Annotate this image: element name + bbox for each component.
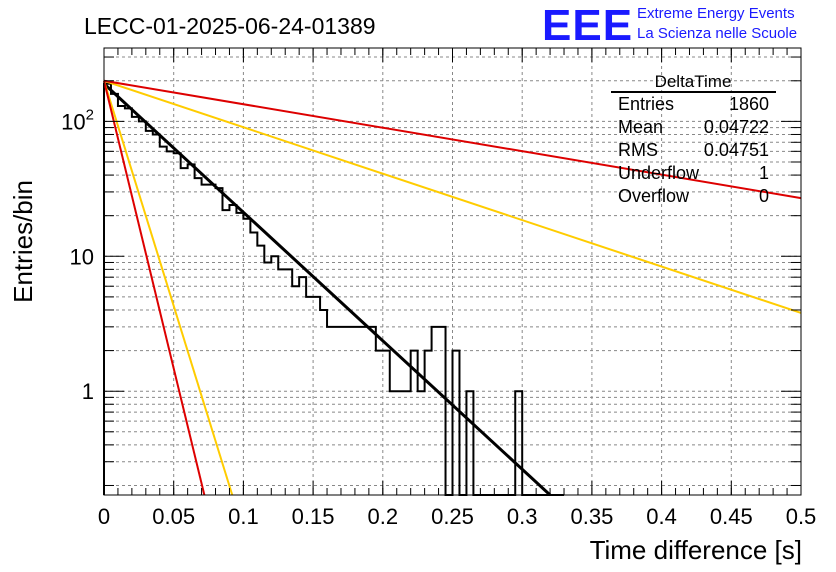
histogram-bin <box>453 351 460 495</box>
axis-ticks <box>103 48 802 495</box>
histogram-bin <box>250 233 257 495</box>
stats-row-value: 1 <box>759 163 769 183</box>
org-line-2: La Scienza nelle Scuole <box>637 25 797 42</box>
histogram-bin <box>320 310 327 495</box>
reference-line <box>103 80 206 496</box>
histogram-bin <box>209 185 216 495</box>
histogram-bin <box>327 327 334 495</box>
histogram-bin <box>160 147 167 495</box>
histogram-bin <box>104 84 111 495</box>
histogram-bin <box>229 205 236 495</box>
histogram-bin <box>167 151 174 495</box>
y-tick-label: 1 <box>82 379 94 404</box>
histogram-bin <box>362 327 369 495</box>
fit-lines <box>102 79 802 497</box>
x-tick-label: 0.5 <box>786 504 817 529</box>
histogram-bin <box>292 286 299 495</box>
histogram-bin <box>243 219 250 495</box>
x-tick-label: 0.45 <box>710 504 753 529</box>
histogram-bin <box>271 256 278 495</box>
x-tick-label: 0.1 <box>228 504 259 529</box>
fit-line <box>102 82 552 497</box>
histogram-bin <box>334 327 341 495</box>
x-tick-label: 0.05 <box>152 504 195 529</box>
y-axis-label: Entries/bin <box>8 180 38 303</box>
stats-title: DeltaTime <box>655 72 732 91</box>
stats-row-label: Underflow <box>618 163 700 183</box>
eee-logo: EEE <box>542 1 633 50</box>
histogram-bin <box>188 164 195 495</box>
x-tick-labels: 0 0.05 0.1 0.15 0.2 0.25 0.3 0.35 0.4 0.45 0.5 <box>98 504 816 529</box>
histogram-bin <box>153 134 160 495</box>
x-tick-label: 0.4 <box>646 504 677 529</box>
histogram-bin <box>222 210 229 495</box>
histogram-bin <box>202 185 209 495</box>
x-tick-label: 0.15 <box>292 504 335 529</box>
histogram-bin <box>515 391 522 495</box>
stats-row-label: RMS <box>618 140 658 160</box>
histogram-bin <box>236 213 243 495</box>
stats-row-value: 0.04751 <box>704 140 769 160</box>
histogram-bin <box>418 391 425 495</box>
histogram-bin <box>285 269 292 495</box>
histogram-bin <box>466 391 473 495</box>
x-tick-label: 0.3 <box>507 504 538 529</box>
stats-row-value: 0 <box>759 186 769 206</box>
histogram-bin <box>195 178 202 495</box>
reference-line <box>103 80 234 496</box>
stats-row-label: Entries <box>618 94 674 114</box>
histogram-bin <box>369 327 376 495</box>
run-title: LECC-01-2025-06-24-01389 <box>84 13 376 39</box>
histogram-bin <box>425 351 432 495</box>
histogram-bin <box>348 327 355 495</box>
stats-row-value: 1860 <box>729 94 769 114</box>
histogram-bin <box>278 269 285 495</box>
x-tick-label: 0 <box>98 504 110 529</box>
x-tick-label: 0.35 <box>570 504 613 529</box>
y-tick-label: 102 <box>61 106 94 134</box>
histogram-bin <box>341 327 348 495</box>
histogram-bin <box>146 131 153 495</box>
stats-row-label: Overflow <box>618 186 690 206</box>
histogram-bin <box>432 327 439 495</box>
x-tick-label: 0.2 <box>368 504 399 529</box>
y-tick-labels: 1 10 102 <box>61 106 94 404</box>
stats-box: DeltaTime Entries 1860 Mean 0.04722 RMS 0.047… <box>611 72 776 206</box>
x-tick-label: 0.25 <box>431 504 474 529</box>
stats-row-value: 0.04722 <box>704 117 769 137</box>
histogram-bin <box>355 327 362 495</box>
histogram-bin <box>383 351 390 495</box>
histogram-bin <box>390 391 397 495</box>
reference-line <box>103 79 802 200</box>
histogram-bin <box>111 94 118 495</box>
stats-row-label: Mean <box>618 117 663 137</box>
x-axis-label: Time difference [s] <box>590 535 802 565</box>
histogram-bin <box>376 351 383 495</box>
histogram-bin <box>257 246 264 495</box>
reference-line <box>103 79 802 314</box>
histogram-bin <box>439 327 446 495</box>
histogram-bin <box>139 121 146 495</box>
y-tick-label: 10 <box>70 244 94 269</box>
org-line-1: Extreme Energy Events <box>637 5 795 22</box>
histogram-bin <box>397 391 404 495</box>
histogram-bin <box>404 391 411 495</box>
